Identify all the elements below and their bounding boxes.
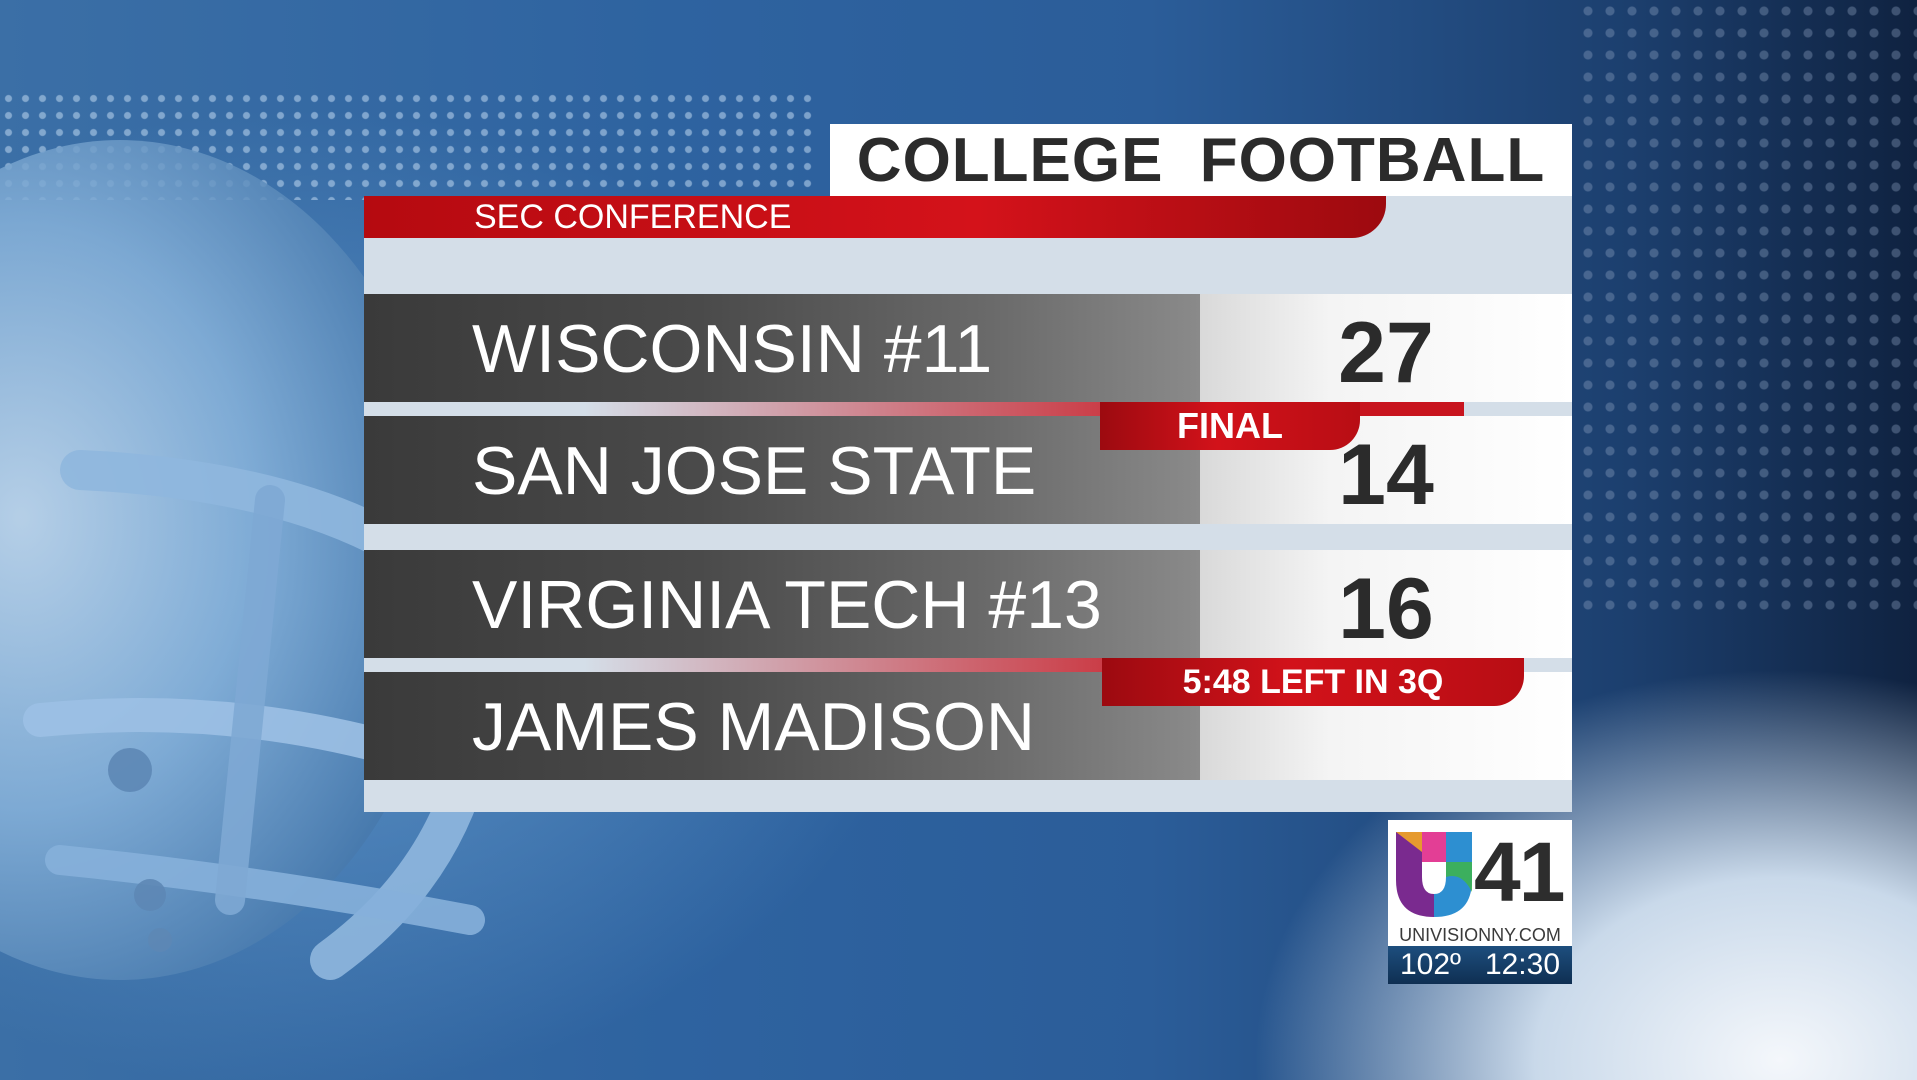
team-score: 16 <box>1338 561 1434 657</box>
team-cell: JAMES MADISON <box>364 672 1200 780</box>
score-cell: 27 <box>1200 294 1572 402</box>
background-dot-pattern-right <box>1577 0 1917 620</box>
game-1-status-badge: FINAL <box>1100 402 1360 450</box>
game-1-team-2-row: SAN JOSE STATE 14 <box>364 416 1572 524</box>
clock-time: 12:30 <box>1484 948 1561 981</box>
game-1-team-1-row: WISCONSIN #11 27 <box>364 294 1572 402</box>
game-2-team-1-row: VIRGINIA TECH #13 16 <box>364 550 1572 658</box>
game-status: 5:48 LEFT IN 3Q <box>1182 662 1444 701</box>
station-logo-area: 41 <box>1388 820 1572 924</box>
team-name: JAMES MADISON <box>472 689 1035 765</box>
game-status: FINAL <box>1177 405 1283 446</box>
channel-number: 41 <box>1474 825 1565 919</box>
team-cell: VIRGINIA TECH #13 <box>364 550 1200 658</box>
station-bug: 41 UNIVISIONNY.COM 102º 12:30 <box>1388 820 1572 984</box>
team-name: SAN JOSE STATE <box>472 433 1037 509</box>
team-cell: WISCONSIN #11 <box>364 294 1200 402</box>
team-name: WISCONSIN #11 <box>472 311 993 387</box>
graphic-title: COLLEGE FOOTBALL <box>856 125 1546 195</box>
team-score: 14 <box>1338 427 1434 523</box>
team-name: VIRGINIA TECH #13 <box>472 567 1102 643</box>
title-banner: COLLEGE FOOTBALL <box>830 124 1572 196</box>
temperature: 102º <box>1399 948 1461 981</box>
station-website: UNIVISIONNY.COM <box>1388 924 1572 946</box>
conference-banner: SEC CONFERENCE <box>364 196 1386 238</box>
univision-logo-icon <box>1396 832 1472 917</box>
team-cell: SAN JOSE STATE <box>364 416 1200 524</box>
game-2-team-2-row: JAMES MADISON <box>364 672 1572 780</box>
score-cell: 16 <box>1200 550 1572 658</box>
game-2-status-badge: 5:48 LEFT IN 3Q <box>1102 658 1524 706</box>
score-cell: 14 <box>1200 416 1572 524</box>
team-score: 27 <box>1338 305 1434 401</box>
conference-label: SEC CONFERENCE <box>474 198 792 236</box>
weather-time-bar: 102º 12:30 <box>1388 946 1572 984</box>
